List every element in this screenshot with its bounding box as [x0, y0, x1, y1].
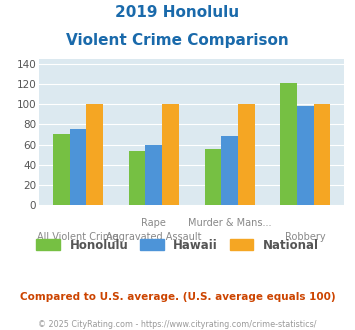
Bar: [204, 148, 221, 205]
Text: © 2025 CityRating.com - https://www.cityrating.com/crime-statistics/: © 2025 CityRating.com - https://www.city…: [38, 320, 317, 329]
Bar: [280, 83, 297, 205]
Text: Murder & Mans...: Murder & Mans...: [188, 218, 271, 228]
Text: Violent Crime Comparison: Violent Crime Comparison: [66, 33, 289, 48]
Text: Aggravated Assault: Aggravated Assault: [106, 232, 202, 242]
Bar: [221, 136, 238, 205]
Bar: [238, 105, 255, 205]
Bar: [70, 129, 86, 205]
Bar: [146, 145, 162, 205]
Bar: [53, 134, 70, 205]
Text: Rape: Rape: [141, 218, 166, 228]
Legend: Honolulu, Hawaii, National: Honolulu, Hawaii, National: [32, 234, 323, 256]
Text: All Violent Crime: All Violent Crime: [37, 232, 119, 242]
Text: Compared to U.S. average. (U.S. average equals 100): Compared to U.S. average. (U.S. average …: [20, 292, 335, 302]
Text: 2019 Honolulu: 2019 Honolulu: [115, 5, 240, 20]
Bar: [314, 105, 331, 205]
Bar: [86, 105, 103, 205]
Bar: [297, 107, 314, 205]
Text: Robbery: Robbery: [285, 232, 326, 242]
Bar: [162, 105, 179, 205]
Bar: [129, 150, 146, 205]
